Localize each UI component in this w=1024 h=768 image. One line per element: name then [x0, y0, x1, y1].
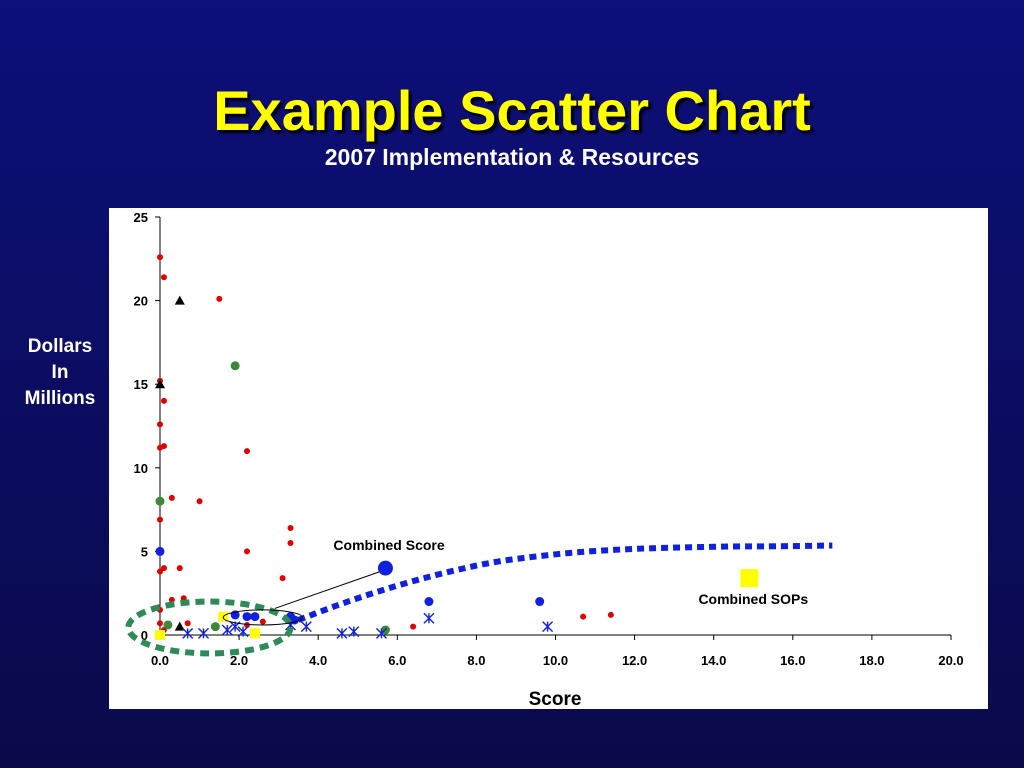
- data-point: [542, 621, 554, 633]
- x-tick-label: 16.0: [780, 653, 805, 668]
- combined-sops-point: [740, 569, 759, 588]
- data-point: [182, 627, 194, 639]
- data-point: [160, 397, 167, 404]
- x-axis-label: Score: [529, 689, 582, 710]
- data-point: [230, 361, 240, 371]
- data-point: [244, 621, 251, 628]
- data-point: [287, 540, 294, 547]
- y-axis-label-line-3: Millions: [24, 388, 96, 409]
- x-tick-label: 10.0: [543, 653, 568, 668]
- x-tick-label: 4.0: [309, 653, 327, 668]
- data-point: [410, 623, 417, 630]
- data-point: [155, 379, 165, 389]
- data-point: [180, 595, 187, 602]
- combined-sops-label: Combined SOPs: [698, 591, 808, 607]
- data-point: [160, 274, 167, 281]
- data-point: [237, 626, 249, 638]
- y-axis-label-line-1: Dollars: [27, 336, 93, 357]
- x-tick-label: 2.0: [230, 653, 248, 668]
- x-tick-label: 6.0: [388, 653, 406, 668]
- data-point: [348, 626, 360, 638]
- combined-score-leader-line: [274, 570, 382, 609]
- data-point: [221, 624, 233, 636]
- data-point: [157, 568, 163, 575]
- data-point: [160, 443, 167, 450]
- trend-curve: [297, 542, 833, 623]
- data-point: [279, 575, 286, 582]
- data-point: [157, 620, 163, 627]
- y-tick-label: 15: [134, 377, 148, 392]
- data-point: [198, 627, 209, 639]
- data-point: [163, 620, 173, 630]
- y-tick-label: 10: [134, 461, 148, 476]
- data-point: [375, 627, 387, 639]
- data-point: [155, 546, 165, 556]
- y-tick-label: 20: [134, 294, 148, 309]
- highlight-ellipse-large: [125, 598, 294, 657]
- data-point: [250, 612, 260, 622]
- data-point: [535, 597, 545, 607]
- data-point: [216, 295, 223, 302]
- x-tick-label: 12.0: [622, 653, 647, 668]
- y-axis-label: Dollars In Millions: [10, 334, 110, 412]
- x-tick-label: 20.0: [938, 653, 963, 668]
- data-point: [580, 613, 587, 620]
- highlight-ellipse-small: [222, 609, 303, 626]
- x-tick-label: 14.0: [701, 653, 726, 668]
- y-tick-label: 0: [141, 628, 148, 643]
- data-point: [242, 612, 252, 622]
- data-point: [244, 548, 251, 555]
- data-point: [259, 618, 266, 625]
- data-point: [160, 565, 167, 572]
- data-point: [287, 524, 294, 531]
- data-point: [155, 630, 165, 640]
- page-subtitle: 2007 Implementation & Resources: [324, 144, 700, 170]
- combined-score-label: Combined Score: [333, 537, 444, 553]
- data-point: [174, 295, 185, 305]
- data-point: [210, 622, 220, 632]
- page-title: Example Scatter Chart: [213, 79, 811, 142]
- x-tick-label: 18.0: [859, 653, 884, 668]
- data-point: [196, 498, 203, 505]
- data-point: [174, 621, 185, 631]
- y-tick-label: 25: [134, 210, 148, 225]
- data-point: [607, 611, 614, 618]
- data-point: [300, 621, 312, 633]
- data-point: [249, 628, 260, 639]
- data-point: [157, 254, 163, 261]
- data-point: [157, 421, 163, 428]
- data-point: [423, 612, 435, 624]
- data-point: [184, 620, 191, 627]
- x-tick-label: 0.0: [151, 653, 169, 668]
- data-point: [155, 496, 165, 506]
- data-point: [336, 627, 348, 639]
- plot-layer: 0.0 2.0 4.0 6.0 8.0 10.0 12.0 14.0 16.0 18.0 20.0 0…: [125, 210, 964, 668]
- y-axis-label-line-2: In: [51, 362, 69, 383]
- data-point: [424, 597, 434, 607]
- x-tick-label: 8.0: [467, 653, 485, 668]
- data-point: [157, 516, 163, 523]
- combined-score-point: [377, 560, 393, 576]
- data-point: [244, 448, 251, 455]
- data-point: [168, 494, 175, 501]
- data-point: [176, 565, 183, 572]
- y-tick-label: 5: [141, 544, 148, 559]
